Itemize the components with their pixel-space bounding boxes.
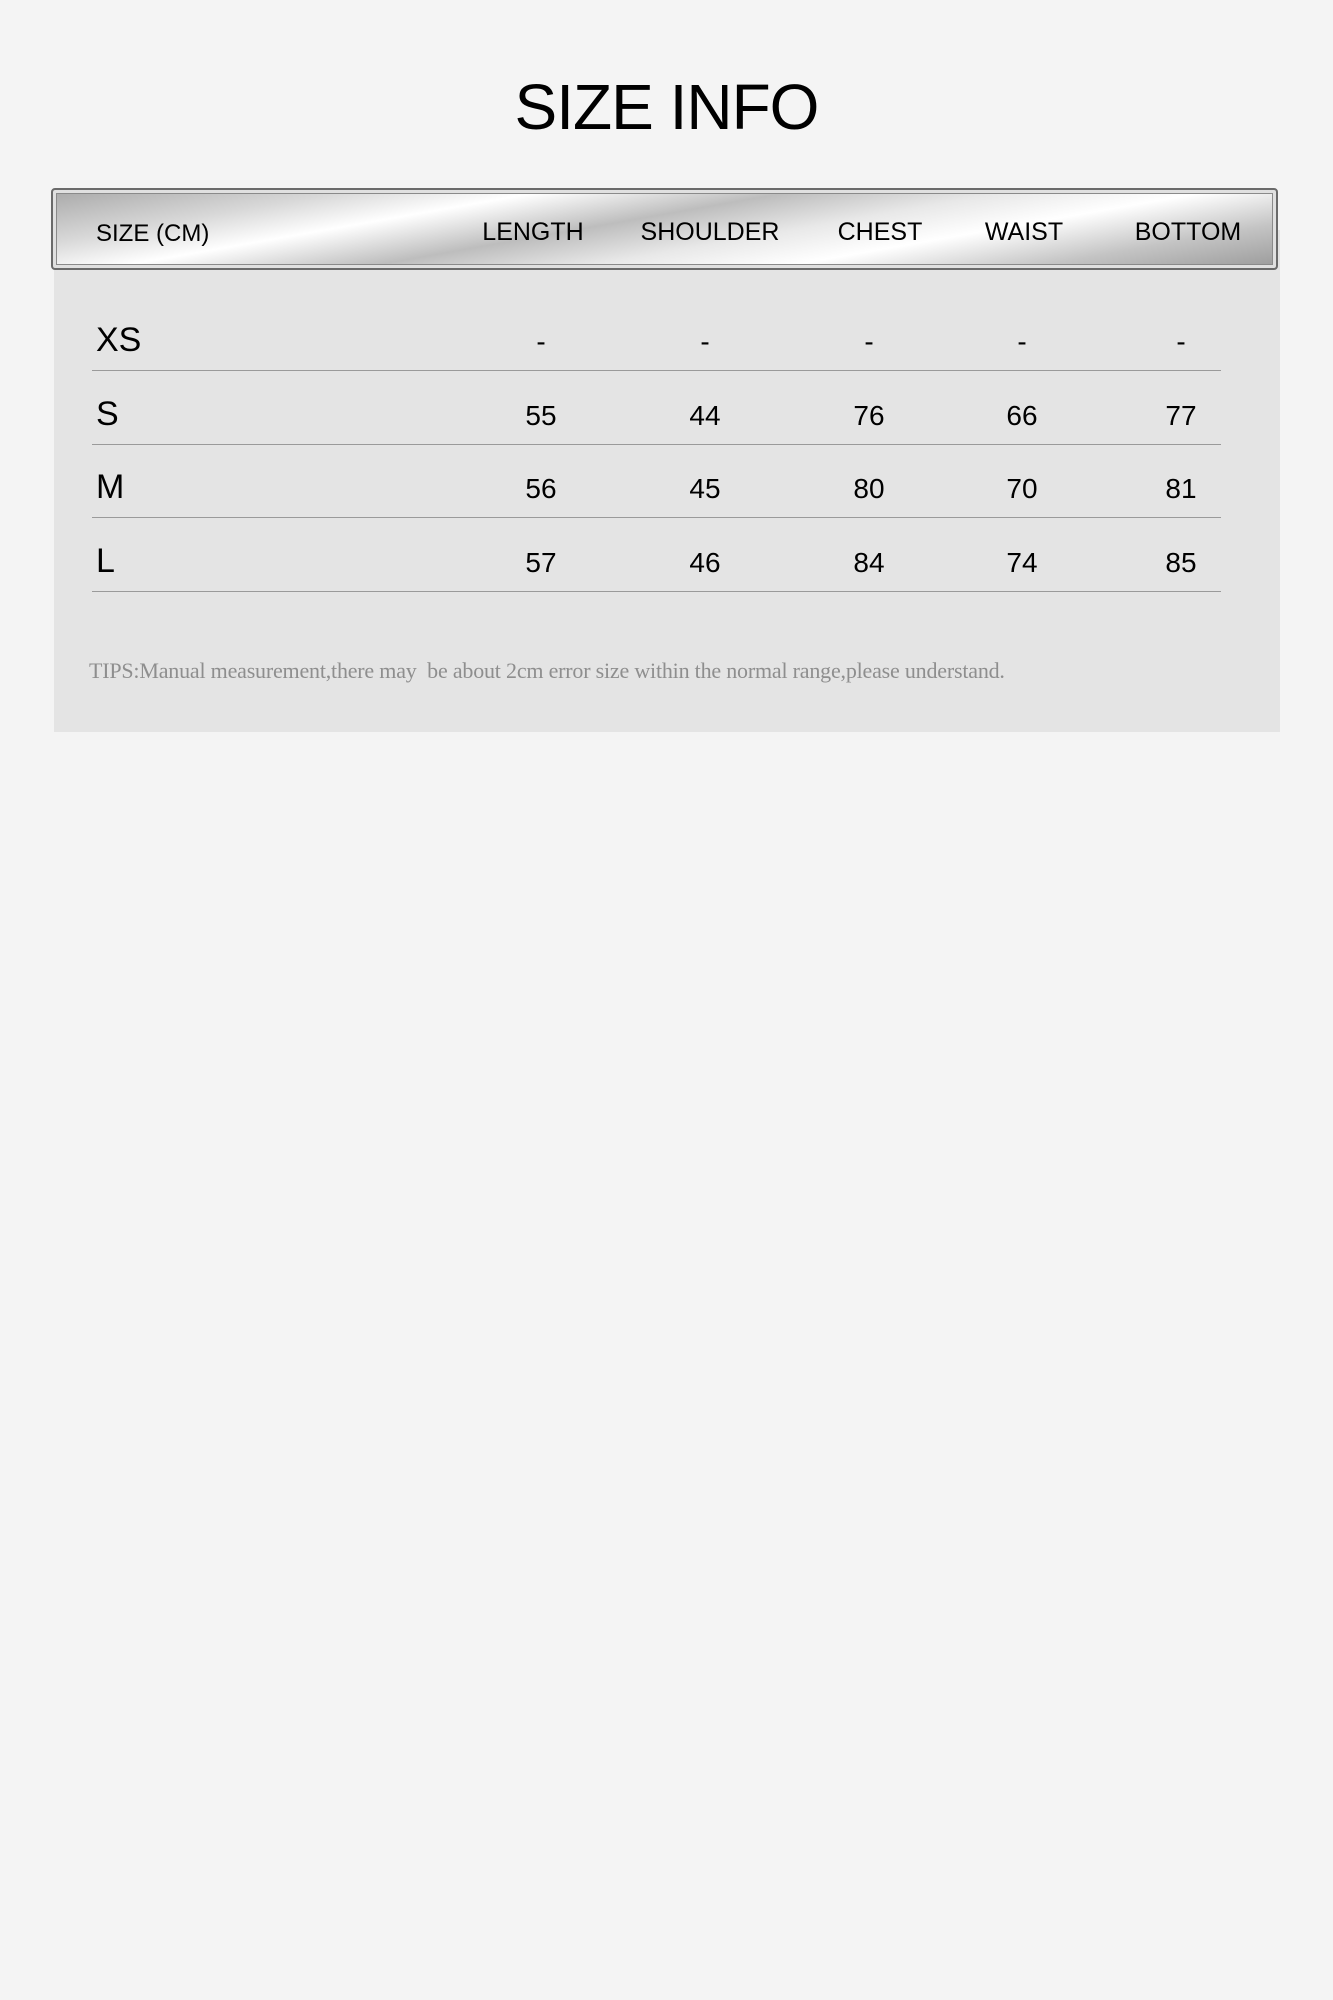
table-row: L 57 46 84 74 85	[92, 518, 1221, 592]
measurement-value: 57	[525, 547, 557, 578]
measurement-value: 55	[525, 400, 557, 431]
measurement-value: 76	[853, 400, 885, 431]
size-table-panel	[54, 230, 1280, 732]
table-row: S 55 44 76 66 77	[92, 371, 1221, 445]
size-label: S	[96, 395, 119, 433]
table-header: SIZE (CM) LENGTH SHOULDER CHEST WAIST BO…	[51, 188, 1278, 270]
header-chest: CHEST	[837, 218, 923, 246]
header-bottom: BOTTOM	[1134, 218, 1242, 246]
header-shoulder: SHOULDER	[640, 218, 780, 246]
measurement-value: 45	[689, 473, 721, 504]
measurement-value: -	[536, 326, 546, 357]
measurement-value: 46	[689, 547, 721, 578]
header-size: SIZE (CM)	[96, 220, 210, 247]
size-label: M	[96, 468, 125, 506]
measurement-value: 77	[1165, 400, 1197, 431]
measurement-value: 74	[1006, 547, 1038, 578]
measurement-value: -	[700, 326, 710, 357]
measurement-value: -	[1176, 326, 1186, 357]
table-row: XS - - - - -	[92, 297, 1221, 371]
size-label: L	[96, 542, 115, 580]
measurement-value: 56	[525, 473, 557, 504]
measurement-value: 70	[1006, 473, 1038, 504]
measurement-value: 85	[1165, 547, 1197, 578]
table-row: M 56 45 80 70 81	[92, 444, 1221, 518]
page-title: SIZE INFO	[514, 71, 820, 143]
measurement-value: 84	[853, 547, 885, 578]
measurement-value: 81	[1165, 473, 1197, 504]
tips-text: TIPS:Manual measurement,there may be abo…	[89, 658, 1005, 683]
measurement-value: -	[1017, 326, 1027, 357]
header-length: LENGTH	[482, 218, 584, 246]
measurement-value: -	[864, 326, 874, 357]
measurement-value: 66	[1006, 400, 1038, 431]
size-label: XS	[96, 321, 142, 359]
header-waist: WAIST	[984, 218, 1064, 246]
measurement-value: 44	[689, 400, 721, 431]
measurement-value: 80	[853, 473, 885, 504]
